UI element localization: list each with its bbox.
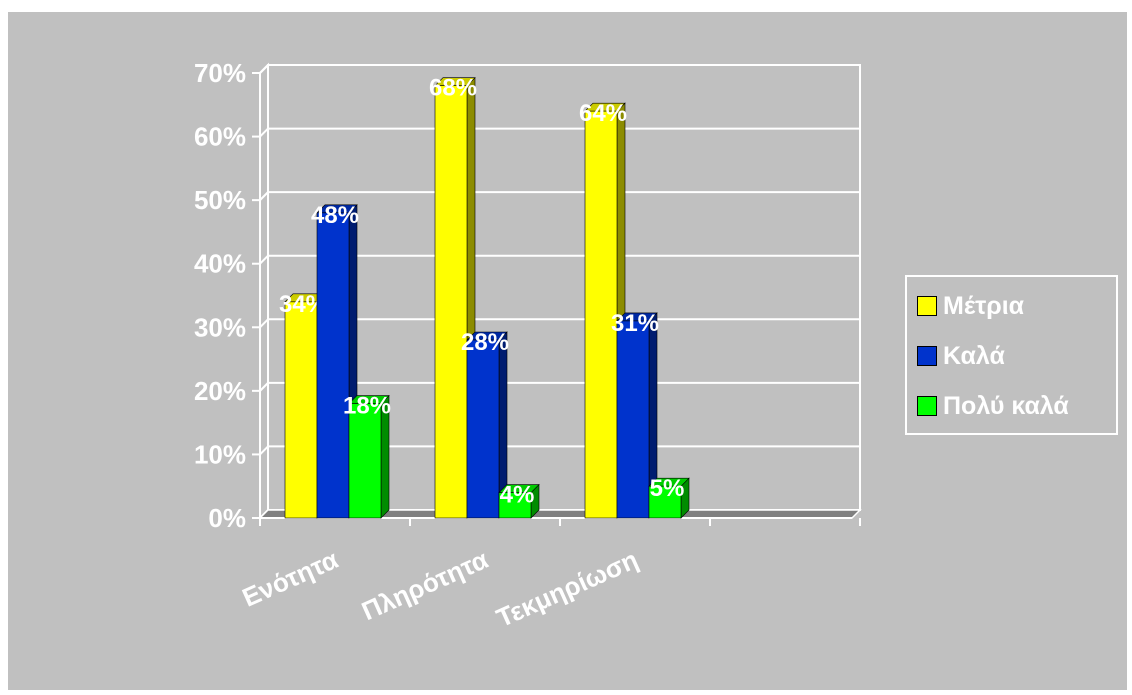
bar [498,492,532,519]
gridline-side [259,127,269,138]
bar [284,301,318,519]
bar [466,339,500,519]
data-label: 4% [500,482,535,509]
legend-label-poly-kala: Πολύ καλά [943,391,1069,420]
y-tick-label: 40% [194,249,246,279]
y-tick-label: 50% [194,185,246,215]
bar [348,403,382,519]
data-label: 31% [611,310,659,337]
legend-swatch-kala [917,346,937,366]
bar [648,485,682,519]
y-tick-label: 70% [194,58,246,88]
legend-item-poly-kala: Πολύ καλά [917,391,1069,421]
gridline-side [259,318,269,328]
gridline-side [259,445,269,456]
gridline-side [259,64,269,74]
legend-item-metria: Μέτρια [917,291,1024,321]
data-label: 28% [461,329,509,356]
bar [434,85,468,519]
x-category-label: Τεκμηρίωση [492,544,643,633]
legend-label-metria: Μέτρια [943,291,1025,320]
y-tick-label: 60% [194,122,246,152]
data-label: 64% [579,100,627,127]
gridline-side [259,191,269,201]
bar [616,320,650,519]
x-category-label: Πληρότητα [357,544,492,626]
bar [584,110,618,519]
chart-legend: Μέτρια Καλά Πολύ καλά [905,275,1118,435]
data-label: 48% [311,202,359,229]
data-label: 5% [650,475,685,502]
x-category-label: Ενότητα [238,544,343,613]
data-label: 18% [343,393,391,420]
y-tick-label: 20% [194,376,246,406]
gridline-side [259,382,269,392]
legend-swatch-poly-kala [917,396,937,416]
legend-item-kala: Καλά [917,341,1005,371]
bar [316,212,350,519]
y-tick-label: 30% [194,312,246,342]
gridline-side [259,255,269,265]
legend-label-kala: Καλά [943,341,1005,370]
data-label: 68% [429,75,477,102]
legend-swatch-metria [917,296,937,316]
y-tick-label: 10% [194,439,246,469]
y-tick-label: 0% [208,503,246,533]
